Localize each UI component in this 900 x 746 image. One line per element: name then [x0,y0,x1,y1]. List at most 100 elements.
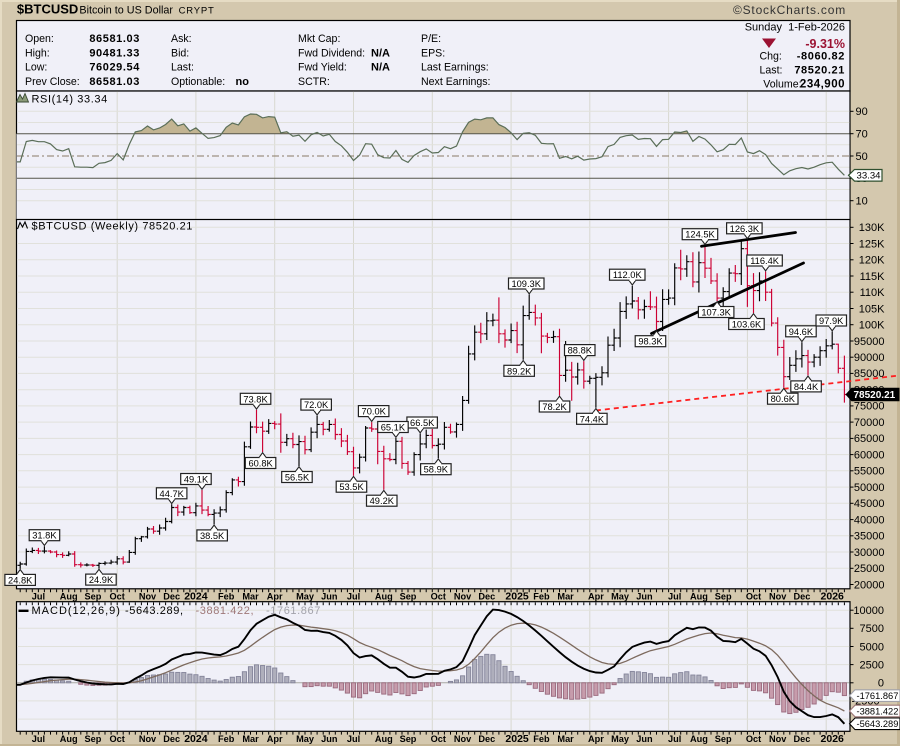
svg-text:53.5K: 53.5K [339,482,364,492]
svg-text:58.9K: 58.9K [424,465,449,475]
svg-text:115K: 115K [860,271,886,283]
svg-text:Nov: Nov [769,592,787,602]
svg-text:Sep: Sep [400,734,417,744]
svg-text:40000: 40000 [854,514,885,526]
svg-text:2026: 2026 [821,733,845,745]
svg-text:-5643.289: -5643.289 [857,719,899,729]
svg-text:74.4K: 74.4K [580,414,605,424]
svg-text:Jul: Jul [32,592,45,602]
svg-text:Oct: Oct [110,734,125,744]
svg-text:86581.03: 86581.03 [89,33,140,45]
svg-text:84.4K: 84.4K [794,382,819,392]
svg-text:Chg:: Chg: [760,51,782,63]
svg-text:Mar: Mar [557,592,574,602]
svg-text:Jun: Jun [636,734,653,744]
svg-text:2500: 2500 [860,659,884,671]
svg-text:78520.21: 78520.21 [794,65,845,77]
svg-text:105K: 105K [859,303,885,315]
svg-text:35000: 35000 [854,531,885,543]
svg-text:May: May [611,592,630,602]
svg-text:50000: 50000 [854,482,885,494]
svg-text:20000: 20000 [854,579,885,591]
svg-text:Next Earnings:: Next Earnings: [421,76,490,88]
svg-text:44.7K: 44.7K [160,489,185,499]
svg-text:May: May [611,734,630,744]
svg-text:-1761.867: -1761.867 [857,691,899,701]
svg-text:Dec: Dec [478,592,495,602]
svg-text:Aug: Aug [690,734,708,744]
svg-text:Feb: Feb [533,734,550,744]
svg-text:2024: 2024 [184,733,208,745]
svg-text:Aug: Aug [375,592,393,602]
svg-text:no: no [236,76,250,88]
svg-text:Dec: Dec [478,734,495,744]
svg-text:98.3K: 98.3K [638,337,663,347]
svg-text:Sunday 1-Feb-2026: Sunday 1-Feb-2026 [745,22,845,34]
svg-text:Dec: Dec [163,592,180,602]
svg-text:Jun: Jun [321,734,338,744]
svg-text:Sep: Sep [84,734,101,744]
svg-text:130K: 130K [859,222,885,234]
svg-text:©StockCharts.com: ©StockCharts.com [733,3,846,17]
svg-text:78.2K: 78.2K [542,402,567,412]
svg-text:33.34: 33.34 [857,171,882,182]
svg-text:RSI(14) 33.34: RSI(14) 33.34 [32,94,108,106]
svg-text:Low:: Low: [25,62,47,74]
svg-text:Last Earnings:: Last Earnings: [421,62,489,74]
svg-text:Feb: Feb [218,592,235,602]
svg-text:49.2K: 49.2K [370,496,395,506]
svg-text:Sep: Sep [715,592,732,602]
svg-text:Oct: Oct [431,734,446,744]
svg-text:97.9K: 97.9K [819,316,844,326]
svg-text:-9.31%: -9.31% [805,37,845,51]
svg-text:24.9K: 24.9K [89,575,114,585]
svg-text:89.2K: 89.2K [507,366,532,376]
svg-text:24.8K: 24.8K [8,575,33,585]
svg-text:Oct: Oct [746,592,761,602]
svg-text:Last:: Last: [171,62,194,74]
svg-text:2024: 2024 [184,591,208,603]
svg-text:88.8K: 88.8K [568,346,593,356]
svg-text:70000: 70000 [854,417,885,429]
svg-text:-1761.867: -1761.867 [266,605,321,617]
svg-text:60.8K: 60.8K [248,459,273,469]
svg-text:25000: 25000 [854,563,885,575]
svg-text:Nov: Nov [139,592,157,602]
svg-text:Jun: Jun [636,592,653,602]
svg-text:Sep: Sep [84,592,101,602]
svg-text:2026: 2026 [821,591,845,603]
svg-text:Mar: Mar [242,592,259,602]
svg-text:Mar: Mar [557,734,574,744]
svg-text:-3881.422: -3881.422 [857,706,899,716]
svg-text:76029.54: 76029.54 [89,62,140,74]
svg-text:High:: High: [25,48,50,60]
svg-text:Aug: Aug [375,734,393,744]
svg-text:109.3K: 109.3K [511,279,541,289]
svg-text:5000: 5000 [860,641,884,653]
svg-text:$BTCUSD (Weekly) 78520.21: $BTCUSD (Weekly) 78520.21 [32,221,194,233]
svg-text:73.8K: 73.8K [243,394,268,404]
svg-text:Sep: Sep [715,734,732,744]
svg-text:Aug: Aug [60,592,78,602]
svg-text:N/A: N/A [371,48,390,60]
svg-text:Nov: Nov [769,734,787,744]
svg-text:2025: 2025 [505,733,529,745]
svg-text:Jul: Jul [347,734,360,744]
svg-text:86581.03: 86581.03 [89,76,140,88]
svg-text:38.5K: 38.5K [200,531,225,541]
svg-text:125K: 125K [859,238,885,250]
svg-text:55000: 55000 [854,466,885,478]
svg-text:126.3K: 126.3K [730,224,760,234]
svg-text:90: 90 [856,106,868,118]
svg-text:65000: 65000 [854,433,885,445]
svg-text:112.0K: 112.0K [613,270,643,280]
svg-text:31.8K: 31.8K [32,531,57,541]
svg-text:Fwd Yield:: Fwd Yield: [298,62,347,74]
svg-text:95000: 95000 [854,336,885,348]
svg-text:Dec: Dec [793,734,810,744]
svg-text:Oct: Oct [110,592,125,602]
svg-text:65.1K: 65.1K [381,423,406,433]
svg-text:Apr: Apr [267,592,283,602]
svg-text:Oct: Oct [431,592,446,602]
svg-text:P/E:: P/E: [421,33,441,45]
